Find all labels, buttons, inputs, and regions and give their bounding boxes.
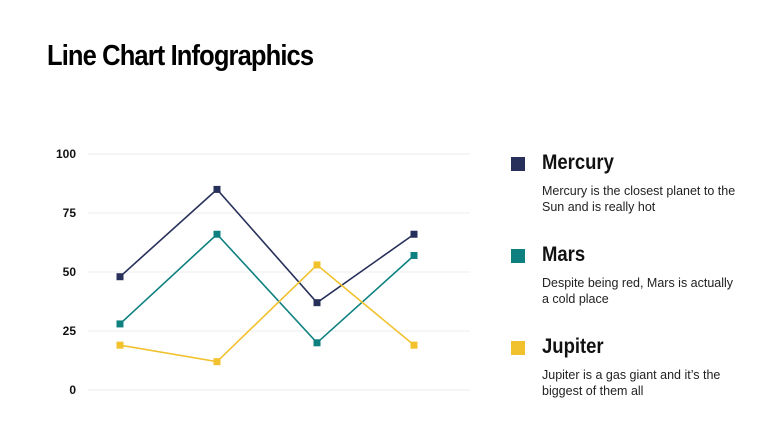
y-tick-label: 50 xyxy=(63,265,77,279)
data-point-jupiter xyxy=(410,341,418,349)
legend-description: Jupiter is a gas giant and it’s the bigg… xyxy=(542,368,721,398)
data-point-mars xyxy=(313,339,321,347)
legend-name: Jupiter xyxy=(542,335,604,358)
y-tick-label: 25 xyxy=(63,324,77,338)
series-line-mercury xyxy=(119,188,415,304)
legend-description: Mercury is the closest planet to the Sun… xyxy=(542,184,736,214)
legend-name: Mars xyxy=(542,243,586,266)
series-line-mars xyxy=(119,233,415,344)
data-point-jupiter xyxy=(213,358,221,366)
legend-swatch xyxy=(511,341,525,355)
data-point-mercury xyxy=(213,185,221,193)
slide-title: Line Chart Infographics xyxy=(47,40,314,72)
data-point-jupiter xyxy=(313,261,321,269)
data-point-mars xyxy=(410,251,418,259)
legend-name: Mercury xyxy=(542,151,614,174)
data-point-mars xyxy=(213,230,221,238)
data-point-jupiter xyxy=(116,341,124,349)
y-tick-label: 75 xyxy=(63,206,77,220)
y-tick-label: 100 xyxy=(56,147,76,161)
legend-swatch xyxy=(511,157,525,171)
y-tick-label: 0 xyxy=(69,383,76,397)
data-point-mercury xyxy=(313,299,321,307)
data-point-mars xyxy=(116,320,124,328)
legend-swatch xyxy=(511,249,525,263)
data-point-mercury xyxy=(116,273,124,281)
series-line-jupiter xyxy=(119,263,415,363)
data-point-mercury xyxy=(410,230,418,238)
legend-description: Despite being red, Mars is actually a co… xyxy=(542,276,734,306)
